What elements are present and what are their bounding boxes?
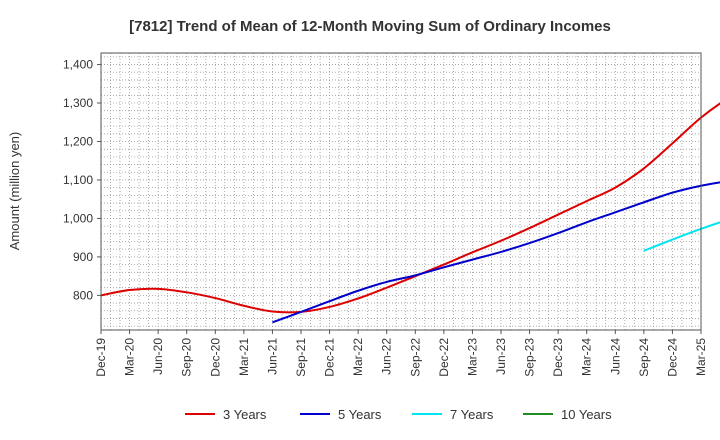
x-tick-label: Sep-21 xyxy=(294,338,308,377)
x-axis-ticks: Dec-19 Mar-20 Jun-20 Sep-20 Dec-20 Mar-21 Jun-… xyxy=(94,330,708,377)
x-tick-label: Mar-25 xyxy=(694,338,708,376)
y-tick-label: 1,400 xyxy=(63,58,93,72)
x-tick-label: Sep-24 xyxy=(637,338,651,377)
x-tick-label: Mar-21 xyxy=(237,338,251,376)
series-line-7-years xyxy=(643,221,720,252)
x-tick-label: Dec-23 xyxy=(551,338,565,377)
x-tick-label: Mar-24 xyxy=(580,338,594,376)
x-tick-label: Jun-21 xyxy=(265,338,279,375)
x-tick-label: Sep-23 xyxy=(523,338,537,377)
series-line-5-years xyxy=(272,181,720,324)
grid xyxy=(101,53,701,330)
y-axis-label: Amount (million yen) xyxy=(7,132,22,251)
chart-title: [7812] Trend of Mean of 12-Month Moving … xyxy=(129,18,611,35)
y-tick-label: 800 xyxy=(73,288,93,302)
x-tick-label: Mar-22 xyxy=(351,338,365,376)
y-tick-label: 1,000 xyxy=(63,211,93,225)
x-tick-label: Mar-23 xyxy=(465,338,479,376)
x-tick-label: Jun-23 xyxy=(494,338,508,375)
x-tick-label: Jun-20 xyxy=(151,338,165,375)
legend-label-3-years: 3 Years xyxy=(223,407,267,422)
x-tick-label: Jun-24 xyxy=(608,338,622,375)
x-tick-label: Dec-24 xyxy=(665,338,679,377)
x-tick-label: Dec-21 xyxy=(323,338,337,377)
x-tick-label: Sep-20 xyxy=(180,338,194,377)
y-tick-label: 1,200 xyxy=(63,134,93,148)
legend-label-5-years: 5 Years xyxy=(338,407,382,422)
legend-label-10-years: 10 Years xyxy=(561,407,612,422)
legend: 3 Years 5 Years 7 Years 10 Years xyxy=(185,407,612,422)
y-tick-label: 1,100 xyxy=(63,173,93,187)
y-axis-ticks: 800 900 1,000 1,100 1,200 1,300 1,400 xyxy=(63,58,101,302)
plot-area xyxy=(100,52,702,331)
x-tick-label: Dec-22 xyxy=(437,338,451,377)
x-tick-label: Mar-20 xyxy=(123,338,137,376)
x-tick-label: Dec-19 xyxy=(94,338,108,377)
series-lines xyxy=(100,102,720,324)
y-tick-label: 1,300 xyxy=(63,96,93,110)
x-tick-label: Jun-22 xyxy=(380,338,394,375)
series-line-3-years xyxy=(100,102,720,314)
x-tick-label: Dec-20 xyxy=(208,338,222,377)
x-tick-label: Sep-22 xyxy=(408,338,422,377)
legend-label-7-years: 7 Years xyxy=(450,407,494,422)
y-tick-label: 900 xyxy=(73,250,93,264)
